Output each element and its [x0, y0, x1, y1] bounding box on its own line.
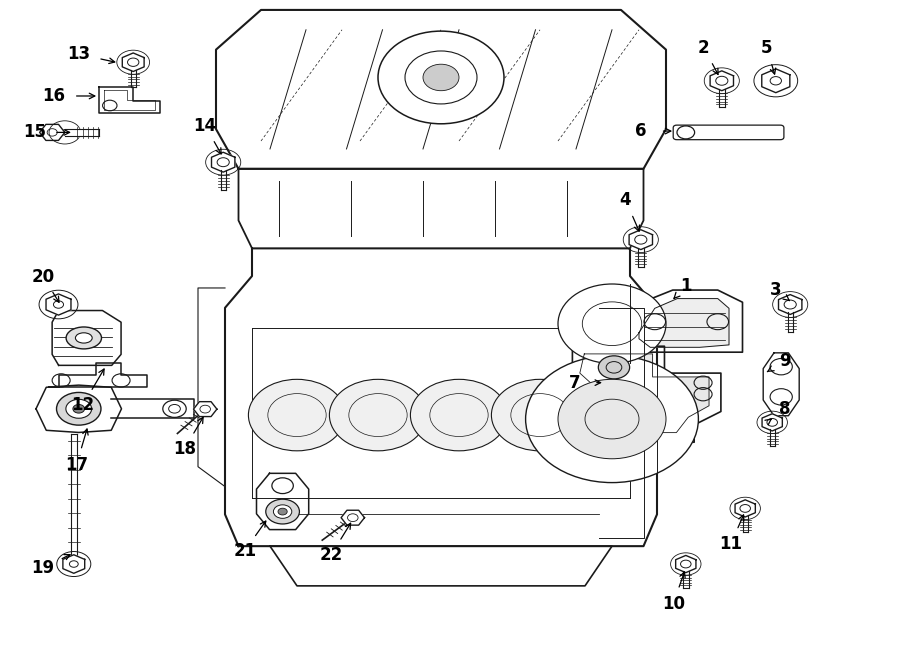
- Polygon shape: [52, 310, 122, 365]
- Text: 11: 11: [719, 535, 742, 553]
- Polygon shape: [256, 473, 309, 530]
- Polygon shape: [40, 124, 65, 140]
- Circle shape: [278, 508, 287, 515]
- Text: 6: 6: [635, 122, 646, 140]
- Polygon shape: [122, 53, 144, 71]
- Ellipse shape: [66, 327, 102, 349]
- Text: 1: 1: [680, 277, 691, 295]
- Text: 14: 14: [194, 117, 217, 135]
- Circle shape: [378, 31, 504, 124]
- Text: 18: 18: [173, 440, 196, 458]
- Polygon shape: [676, 555, 696, 573]
- Polygon shape: [46, 294, 71, 315]
- Polygon shape: [763, 353, 799, 416]
- Polygon shape: [216, 10, 666, 169]
- Text: 8: 8: [779, 400, 790, 418]
- Polygon shape: [212, 152, 235, 172]
- Circle shape: [558, 284, 666, 363]
- Text: 5: 5: [761, 38, 772, 57]
- Polygon shape: [50, 363, 148, 387]
- Circle shape: [410, 379, 508, 451]
- Polygon shape: [710, 71, 734, 91]
- Polygon shape: [630, 290, 742, 352]
- Text: 21: 21: [233, 542, 256, 560]
- Circle shape: [73, 404, 85, 413]
- Text: 12: 12: [71, 396, 94, 414]
- Circle shape: [266, 499, 300, 524]
- Circle shape: [57, 393, 101, 425]
- Text: 9: 9: [779, 352, 790, 370]
- Text: 15: 15: [22, 123, 46, 142]
- Polygon shape: [112, 399, 194, 418]
- FancyBboxPatch shape: [673, 125, 784, 140]
- Circle shape: [598, 356, 630, 379]
- Text: 13: 13: [68, 45, 91, 64]
- Polygon shape: [580, 354, 709, 433]
- Polygon shape: [778, 295, 802, 314]
- Text: 3: 3: [770, 281, 781, 299]
- Circle shape: [423, 64, 459, 91]
- Polygon shape: [238, 169, 644, 248]
- Text: 10: 10: [662, 594, 685, 613]
- Polygon shape: [341, 510, 365, 525]
- Ellipse shape: [76, 333, 92, 343]
- Text: 4: 4: [620, 191, 631, 209]
- Circle shape: [526, 355, 698, 483]
- Circle shape: [274, 505, 292, 518]
- Text: 19: 19: [32, 559, 55, 577]
- Polygon shape: [572, 346, 721, 442]
- Polygon shape: [629, 230, 652, 250]
- Circle shape: [491, 379, 589, 451]
- Circle shape: [329, 379, 427, 451]
- Text: 7: 7: [569, 373, 580, 392]
- Polygon shape: [99, 87, 160, 113]
- Text: 2: 2: [698, 38, 709, 57]
- Text: 16: 16: [42, 87, 66, 105]
- Text: 22: 22: [320, 545, 343, 564]
- Polygon shape: [639, 299, 729, 348]
- Polygon shape: [762, 414, 782, 431]
- Polygon shape: [194, 402, 217, 416]
- Polygon shape: [761, 69, 790, 93]
- Polygon shape: [36, 385, 122, 432]
- Circle shape: [248, 379, 346, 451]
- Polygon shape: [270, 546, 612, 586]
- Polygon shape: [225, 248, 657, 546]
- Text: 17: 17: [65, 455, 88, 474]
- Polygon shape: [65, 128, 99, 136]
- Circle shape: [558, 379, 666, 459]
- Circle shape: [66, 399, 92, 418]
- Polygon shape: [735, 500, 755, 517]
- Polygon shape: [63, 555, 85, 573]
- Text: 20: 20: [32, 267, 55, 286]
